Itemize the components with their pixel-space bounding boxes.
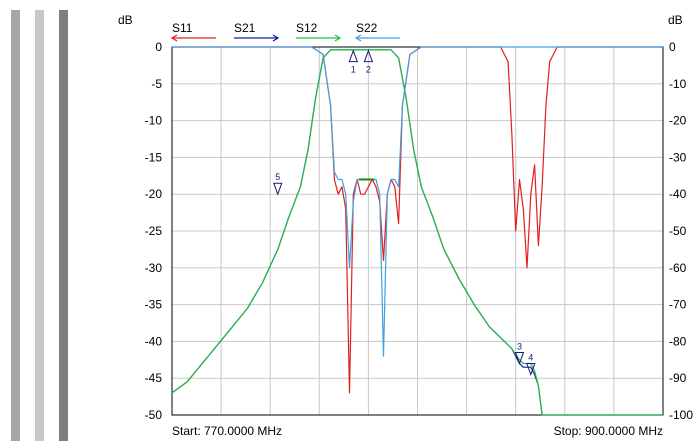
legend-arrow-icon xyxy=(272,34,280,42)
stop-frequency-label: Stop: 900.0000 MHz xyxy=(554,424,663,438)
grid xyxy=(172,47,663,415)
left-stripe-2 xyxy=(35,10,44,441)
right-axis-unit: dB xyxy=(668,13,683,27)
markers: 1 2 34 5 xyxy=(273,49,536,376)
left-tick-label: -15 xyxy=(145,150,163,164)
marker-5 xyxy=(273,182,283,196)
legend-label-s12: S12 xyxy=(296,21,318,35)
left-tick-label: -10 xyxy=(145,114,163,128)
legend-label-s21: S21 xyxy=(234,21,256,35)
right-tick-label: -60 xyxy=(669,261,687,275)
right-tick-label: -80 xyxy=(669,334,687,348)
marker-label: 2 xyxy=(366,65,371,75)
marker-3 xyxy=(514,351,525,365)
marker-1 xyxy=(348,49,359,63)
left-tick-label: 0 xyxy=(155,40,162,54)
right-tick-label: -30 xyxy=(669,150,687,164)
marker-label: 4 xyxy=(528,353,533,363)
trace-s12 xyxy=(171,49,663,416)
legend: S11 S21 S12 S22 xyxy=(170,21,400,42)
left-tick-label: -40 xyxy=(145,334,163,348)
start-frequency-label: Start: 770.0000 MHz xyxy=(172,424,282,438)
legend-arrow-icon xyxy=(334,34,342,42)
legend-label-s11: S11 xyxy=(172,21,193,35)
left-stripe-3 xyxy=(59,10,68,441)
marker-4 xyxy=(526,363,536,376)
right-tick-label: -70 xyxy=(669,298,687,312)
legend-label-s22: S22 xyxy=(356,21,378,35)
left-tick-label: -45 xyxy=(145,371,163,385)
left-axis-unit: dB xyxy=(118,13,133,27)
plot-frame xyxy=(171,46,664,416)
right-tick-label: -40 xyxy=(669,187,687,201)
marker-label: 1 xyxy=(351,65,356,75)
trace-s11 xyxy=(172,46,663,394)
left-tick-label: -25 xyxy=(145,224,163,238)
right-tick-label: -10 xyxy=(669,77,687,91)
left-tick-label: -5 xyxy=(151,77,162,91)
left-tick-label: -35 xyxy=(145,298,163,312)
marker-2 xyxy=(363,49,374,63)
marker-label: 5 xyxy=(275,172,280,182)
left-stripe-1 xyxy=(11,10,20,441)
right-tick-label: -20 xyxy=(669,114,687,128)
marker-label: 3 xyxy=(517,341,522,351)
right-tick-label: -50 xyxy=(669,224,687,238)
tick-labels: 0 -5 -10 -15 -20 -25 -30 -35 -40 -45 -50 0 -10 -20 -30… xyxy=(145,40,694,422)
left-tick-label: -20 xyxy=(145,187,163,201)
right-tick-label: -90 xyxy=(669,371,687,385)
legend-arrow-icon xyxy=(354,34,362,42)
legend-arrow-icon xyxy=(170,34,178,42)
left-tick-label: -50 xyxy=(145,408,163,422)
right-tick-label: 0 xyxy=(669,40,676,54)
left-tick-label: -30 xyxy=(145,261,163,275)
right-tick-label: -100 xyxy=(669,408,693,422)
